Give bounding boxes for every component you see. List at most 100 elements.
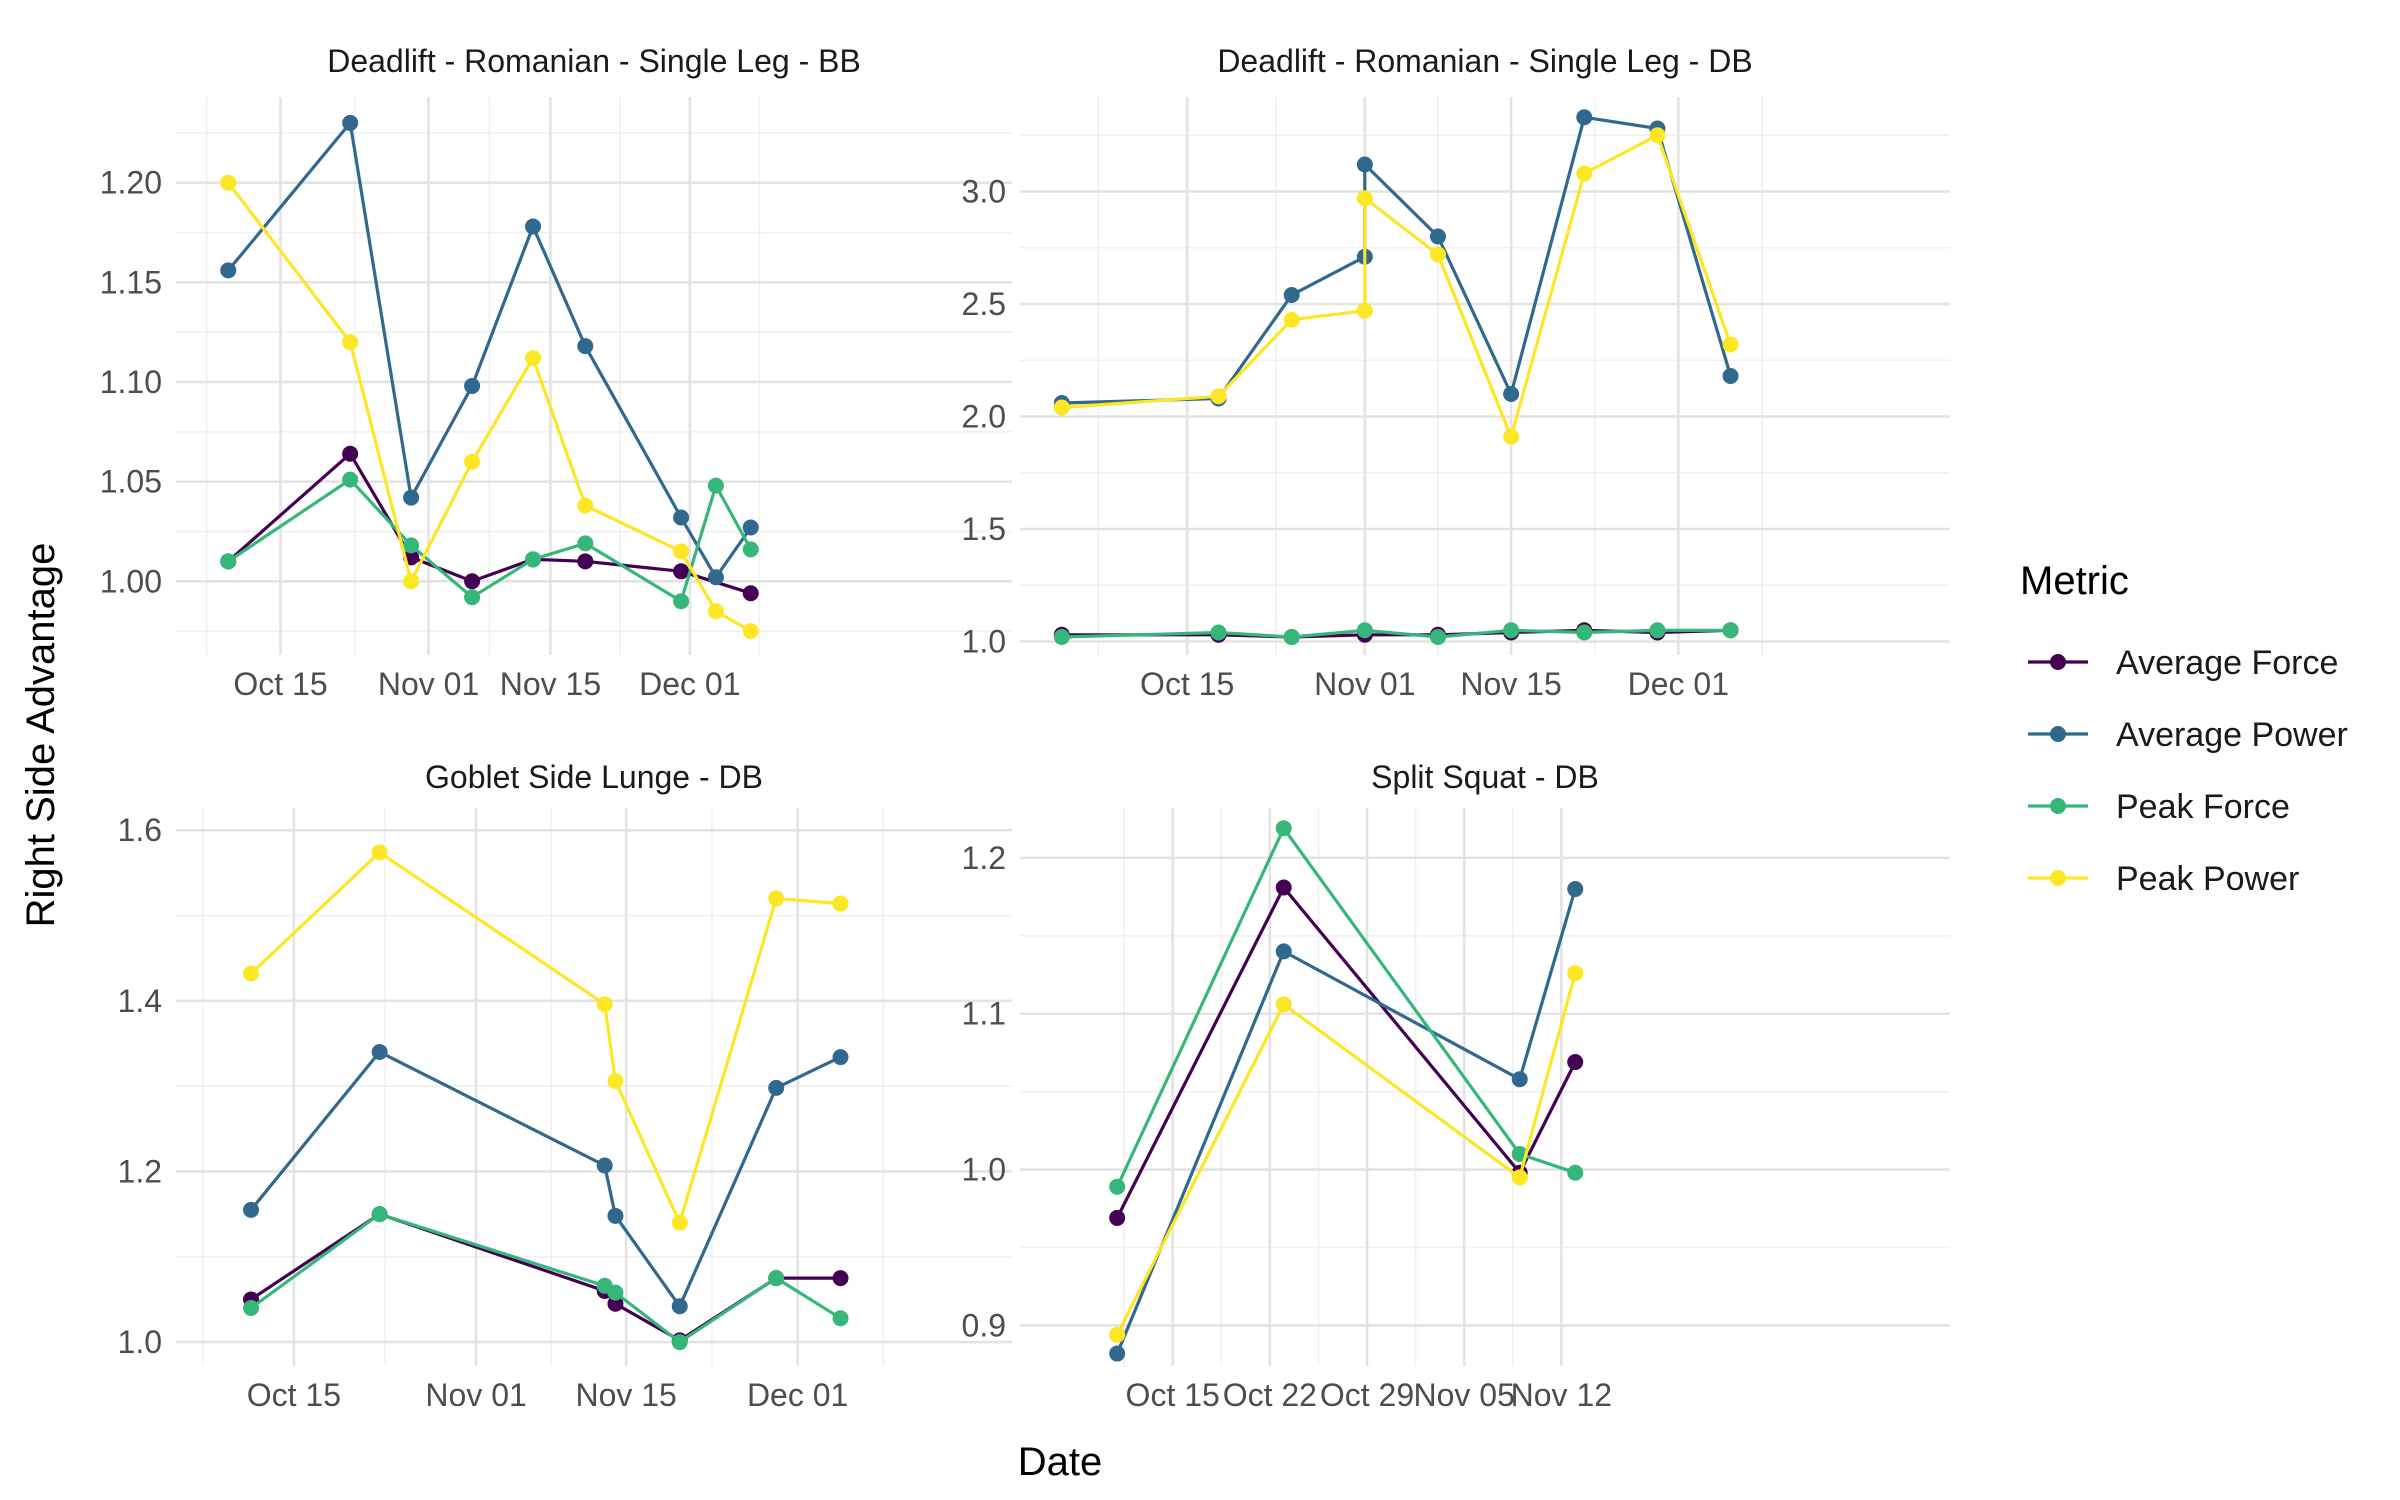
x-tick-label: Dec 01	[1628, 666, 1729, 702]
legend-label: Average Power	[2116, 716, 2348, 754]
data-point	[607, 1073, 624, 1090]
data-point	[707, 603, 724, 620]
y-tick-label: 2.5	[962, 286, 1006, 322]
legend-item-peak-power: Peak Power	[2028, 860, 2299, 898]
legend-item-average-force: Average Force	[2028, 644, 2338, 682]
series-average-power	[1109, 881, 1584, 1362]
y-tick-label: 1.05	[100, 464, 162, 500]
panel-title: Deadlift - Romanian - Single Leg - BB	[327, 43, 861, 79]
data-point	[525, 350, 542, 367]
data-point	[403, 537, 420, 554]
x-tick-label: Nov 01	[425, 1377, 526, 1413]
y-tick-label: 1.0	[962, 1152, 1006, 1188]
data-point	[1503, 428, 1520, 445]
series-average-power	[1053, 109, 1739, 411]
series-peak-force	[243, 1206, 849, 1351]
series-peak-force	[1053, 622, 1739, 645]
x-tick-label: Oct 22	[1223, 1377, 1317, 1413]
data-point	[1210, 624, 1227, 641]
legend-item-average-power: Average Power	[2028, 716, 2348, 754]
series-line	[1115, 885, 1577, 1219]
data-point	[1053, 399, 1070, 416]
series-average-force	[1109, 879, 1584, 1226]
x-tick-label: Dec 01	[639, 666, 740, 702]
data-point	[1275, 996, 1292, 1013]
data-point	[220, 174, 237, 191]
data-point	[1356, 622, 1373, 639]
x-tick-label: Oct 29	[1320, 1377, 1414, 1413]
panel-title: Deadlift - Romanian - Single Leg - DB	[1217, 43, 1752, 79]
series-peak-power	[243, 844, 849, 1231]
data-point	[707, 569, 724, 586]
data-point	[464, 377, 481, 394]
data-point	[607, 1295, 624, 1312]
series-peak-power	[1109, 965, 1584, 1343]
data-point	[577, 535, 594, 552]
data-point	[1649, 127, 1666, 144]
data-point	[220, 553, 237, 570]
y-tick-label: 1.6	[118, 812, 162, 848]
y-tick-label: 1.10	[100, 364, 162, 400]
y-tick-label: 1.4	[118, 983, 162, 1019]
legend: Average Force Average Power Peak Force Peak…	[2028, 644, 2348, 898]
legend-label: Peak Force	[2116, 788, 2290, 826]
data-point	[1567, 965, 1584, 982]
data-point	[342, 445, 359, 462]
data-point	[577, 553, 594, 570]
series-line	[1061, 115, 1733, 405]
data-point	[673, 563, 690, 580]
data-point	[1275, 943, 1292, 960]
data-point	[1283, 287, 1300, 303]
data-point	[1429, 246, 1446, 263]
data-point	[742, 623, 759, 640]
y-tick-label: 1.5	[962, 511, 1006, 547]
data-point	[768, 890, 785, 907]
data-point	[1109, 1209, 1126, 1226]
y-tick-label: 1.00	[100, 563, 162, 599]
x-tick-label: Nov 15	[1460, 666, 1561, 702]
data-point	[371, 844, 388, 861]
x-tick-label: Oct 15	[233, 666, 327, 702]
series-line	[249, 850, 841, 1225]
data-point	[1053, 629, 1070, 645]
data-point	[607, 1284, 624, 1301]
data-point	[243, 1201, 260, 1218]
legend-key-point	[2050, 870, 2066, 886]
y-tick-label: 1.2	[962, 840, 1006, 876]
data-point	[1722, 622, 1739, 639]
data-point	[671, 1298, 688, 1315]
y-tick-label: 3.0	[962, 174, 1006, 210]
series-line	[1115, 972, 1577, 1336]
data-point	[464, 573, 481, 590]
legend-label: Peak Power	[2116, 860, 2299, 898]
data-point	[832, 1270, 849, 1287]
data-point	[1567, 1164, 1584, 1181]
data-point	[742, 541, 759, 558]
data-point	[342, 334, 359, 351]
y-tick-label: 0.9	[962, 1307, 1006, 1343]
data-point	[1275, 820, 1292, 837]
data-point	[1210, 388, 1227, 405]
x-tick-label: Nov 01	[1314, 666, 1415, 702]
x-tick-label: Nov 12	[1511, 1377, 1612, 1413]
y-tick-label: 2.0	[962, 399, 1006, 435]
series-average-power	[243, 1044, 849, 1315]
data-point	[1503, 622, 1520, 639]
legend-key-point	[2050, 798, 2066, 814]
data-point	[742, 519, 759, 536]
data-point	[671, 1214, 688, 1231]
panel-3: Goblet Side Lunge - DB 1.0 1.2 1.4 1.6 Oct 15…	[118, 759, 1012, 1413]
data-point	[1429, 629, 1446, 645]
series-average-power	[220, 114, 759, 586]
data-point	[1576, 165, 1593, 182]
data-point	[342, 114, 359, 131]
series-line	[1115, 826, 1576, 1188]
data-point	[671, 1334, 688, 1351]
series-line	[1061, 133, 1733, 439]
x-tick-label: Nov 01	[378, 666, 479, 702]
legend-title: Metric	[2020, 559, 2129, 603]
legend-key-point	[2050, 726, 2066, 742]
data-point	[1567, 881, 1584, 898]
y-tick-label: 1.0	[962, 624, 1006, 660]
